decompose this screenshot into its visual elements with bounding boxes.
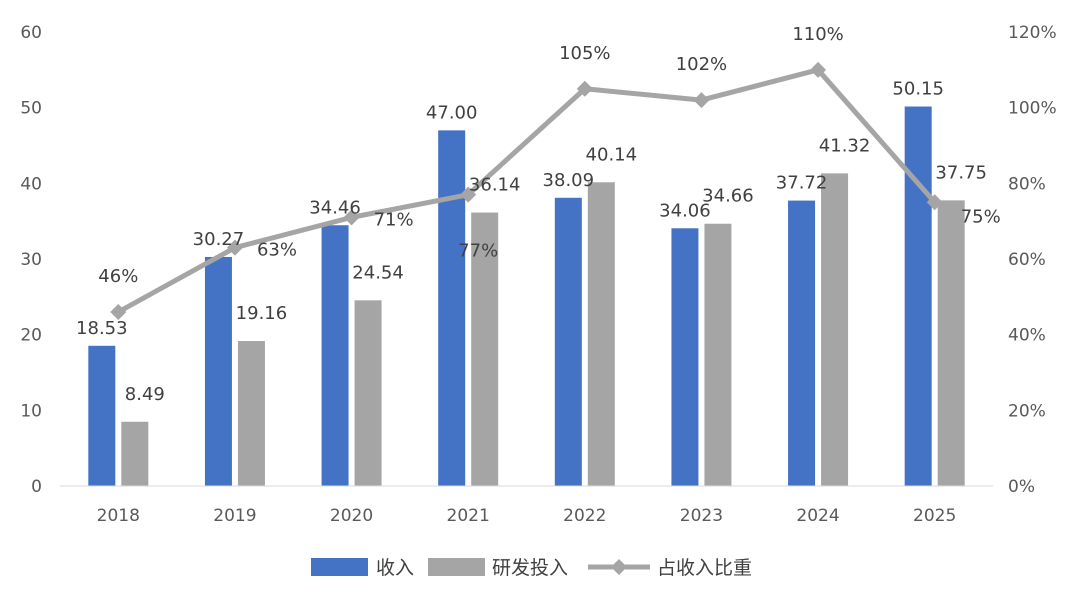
label-revenue-2019: 30.27 [193,229,245,250]
ratio-marker-2020 [343,209,360,226]
ratio-line [117,67,937,315]
bar-rd-2023 [704,223,732,487]
y-right-tick-80pct: 80% [1008,174,1046,194]
label-ratio-2018: 46% [98,266,138,287]
y-right-tick-0pct: 0% [1008,477,1035,497]
x-tick-2020: 2020 [330,506,373,526]
label-ratio-2024: 110% [792,24,843,45]
bar-revenue-2020 [321,225,349,486]
bar-rd-2021 [471,212,499,487]
y-left-tick-10: 10 [20,401,42,421]
y-right-tick-120pct: 120% [1008,23,1057,43]
ratio-marker-2025 [926,194,943,211]
legend-swatch-revenue [311,558,368,576]
bar-revenue-2025 [904,106,932,486]
bar-revenue-2018 [88,345,116,486]
ratio-marker-2019 [226,239,243,256]
label-revenue-2020: 34.46 [309,197,361,218]
bar-rd-2022 [587,182,615,487]
x-tick-2023: 2023 [680,506,723,526]
legend-label-ratio: 占收入比重 [657,557,752,579]
legend-label-revenue: 收入 [376,557,414,579]
label-revenue-2018: 18.53 [76,318,128,339]
y-left-tick-60: 60 [20,23,42,43]
label-revenue-2023: 34.06 [659,200,711,221]
label-rd-2024: 41.32 [819,135,871,156]
ratio-marker-2023 [693,92,710,109]
bar-revenue-2021 [438,130,466,486]
ratio-marker-2022 [576,80,593,97]
bar-revenue-2022 [554,197,582,487]
label-ratio-2023: 102% [676,54,727,75]
y-right-tick-40pct: 40% [1008,326,1046,346]
bar-rd-2024 [821,173,849,486]
legend-label-rd: 研发投入 [492,557,568,579]
label-ratio-2020: 71% [374,209,414,230]
y-left-tick-20: 20 [20,326,42,346]
bar-revenue-2023 [671,228,699,486]
label-rd-2022: 40.14 [586,144,638,165]
label-ratio-2021: 77% [458,241,498,262]
y-right-tick-100pct: 100% [1008,99,1057,119]
bar-revenue-2019 [204,256,232,486]
y-left-tick-50: 50 [20,99,42,119]
label-rd-2021: 36.14 [469,175,521,196]
axes-layer: 0 10 20 30 40 50 60 0% 20% 40% 60% 80% 100% 120% 2018 2… [20,23,1056,526]
y-left-tick-0: 0 [31,477,42,497]
x-tick-2024: 2024 [796,506,839,526]
label-revenue-2024: 37.72 [776,173,828,194]
label-ratio-2022: 105% [559,43,610,64]
legend: 收入 研发投入 占收入比重 [311,557,752,579]
x-tick-2025: 2025 [913,506,956,526]
bar-rd-2020 [354,300,382,486]
bar-revenue-2024 [788,200,816,486]
ratio-marker-2024 [810,61,827,78]
x-tick-2021: 2021 [447,506,490,526]
ratio-marker-2018 [110,303,127,320]
label-rd-2018: 8.49 [125,384,165,405]
label-rd-2019: 19.16 [236,303,288,324]
label-revenue-2022: 38.09 [543,170,595,191]
bar-rd-2019 [237,341,265,486]
bar-rd-2018 [121,421,149,486]
y-right-tick-60pct: 60% [1008,250,1046,270]
label-ratio-2019: 63% [257,240,297,261]
line-layer [110,61,943,320]
legend-swatch-rd [428,558,485,576]
bar-rd-2025 [937,200,965,486]
x-tick-2022: 2022 [563,506,606,526]
label-revenue-2021: 47.00 [426,102,478,123]
data-labels-layer: 18.53 8.49 30.27 19.16 34.46 24.54 47.00 36.14 3… [76,24,1001,405]
label-rd-2023: 34.66 [702,186,754,207]
label-revenue-2025: 50.15 [892,79,944,100]
y-left-tick-40: 40 [20,174,42,194]
label-rd-2025: 37.75 [935,162,987,183]
label-ratio-2025: 75% [961,206,1001,227]
y-right-tick-20pct: 20% [1008,401,1046,421]
bars-layer [88,106,965,487]
label-rd-2020: 24.54 [352,262,404,283]
x-tick-2019: 2019 [213,506,256,526]
ratio-marker-2021 [460,186,477,203]
x-tick-2018: 2018 [97,506,140,526]
y-left-tick-30: 30 [20,250,42,270]
legend-swatch-ratio-marker [611,559,627,575]
